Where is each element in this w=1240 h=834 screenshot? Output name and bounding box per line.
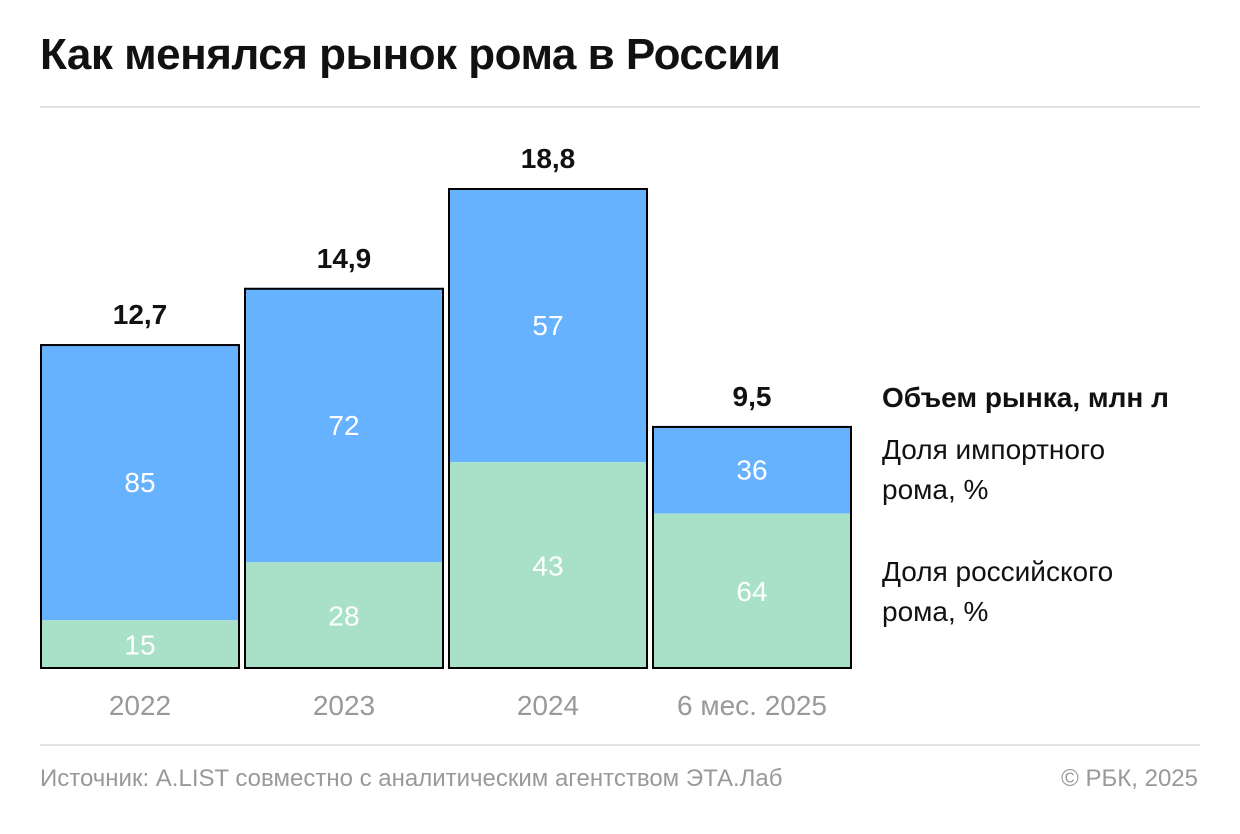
data-label-total: 9,5 xyxy=(733,381,772,412)
data-label-import: 36 xyxy=(736,455,767,486)
legend-total: Объем рынка, млн л xyxy=(882,382,1169,413)
bar-import xyxy=(652,425,852,514)
source-note: Источник: A.LIST совместно с аналитическ… xyxy=(40,765,783,792)
data-label-import: 85 xyxy=(124,467,155,498)
bar-outline xyxy=(244,287,444,669)
footer-divider xyxy=(40,744,1200,746)
chart-title: Как менялся рынок рома в России xyxy=(40,30,781,79)
bar-russian xyxy=(652,513,852,669)
data-label-import: 57 xyxy=(532,310,563,341)
bar-import xyxy=(244,287,444,563)
bar-outline xyxy=(652,425,852,670)
legend-russian: Доля российского рома, % xyxy=(882,556,1114,627)
data-label-total: 18,8 xyxy=(521,143,576,174)
legend-import: Доля импортного рома, % xyxy=(882,434,1106,505)
data-label-russian: 15 xyxy=(124,630,155,661)
bar-outline xyxy=(40,344,240,669)
data-label-russian: 28 xyxy=(328,601,359,632)
data-label-total: 12,7 xyxy=(113,299,168,330)
x-tick-label: 2022 xyxy=(109,690,171,721)
bar-russian xyxy=(40,620,240,669)
data-label-russian: 64 xyxy=(736,576,767,607)
bar-russian xyxy=(448,462,648,669)
bar-outline xyxy=(448,188,648,669)
title-divider xyxy=(40,106,1200,108)
x-tick-label: 2023 xyxy=(313,690,375,721)
data-label-total: 14,9 xyxy=(317,243,372,274)
bar-russian xyxy=(244,562,444,669)
data-label-russian: 43 xyxy=(532,551,563,582)
x-tick-label: 6 мес. 2025 xyxy=(677,690,827,721)
bar-import xyxy=(40,344,240,621)
copyright: © РБК, 2025 xyxy=(1061,765,1198,792)
bar-import xyxy=(448,188,648,463)
data-label-import: 72 xyxy=(328,410,359,441)
x-tick-label: 2024 xyxy=(517,690,579,721)
